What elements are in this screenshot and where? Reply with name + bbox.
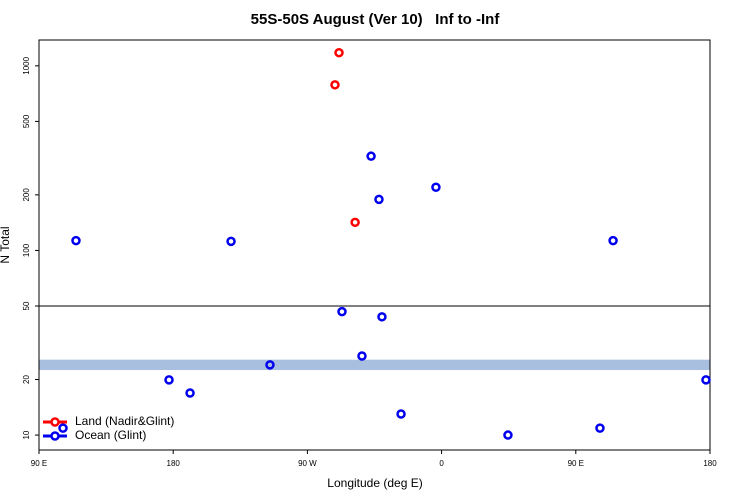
point [357, 351, 367, 361]
chart-title: 55S-50S August (Ver 10) Inf to -Inf [251, 11, 501, 28]
point [396, 409, 406, 419]
y-tick-label: 10 [22, 430, 31, 439]
point [337, 306, 347, 317]
point [701, 375, 711, 385]
legend-marker [50, 417, 60, 427]
y-tick-label: 1000 [22, 56, 31, 74]
point [185, 388, 195, 398]
x-tick-label: 90 W [298, 459, 317, 468]
point [608, 235, 618, 246]
y-tick-label: 500 [22, 114, 31, 128]
y-tick-label: 100 [22, 243, 31, 257]
x-tick-label: 180 [167, 459, 181, 468]
point [431, 182, 441, 192]
x-tick-label: 0 [439, 459, 444, 468]
point [265, 360, 275, 370]
point [366, 151, 376, 161]
point [58, 423, 68, 433]
point [503, 430, 513, 440]
y-tick-label: 200 [22, 188, 31, 202]
point [164, 375, 174, 385]
point [330, 80, 340, 90]
legend-marker [50, 431, 60, 441]
point [595, 423, 605, 433]
point [334, 47, 344, 58]
point [350, 217, 360, 228]
point [226, 236, 236, 247]
x-axis-label: Longitude (deg E) [327, 476, 422, 490]
x-tick-label: 180 [703, 459, 717, 468]
y-tick-label: 50 [22, 301, 31, 310]
point [374, 194, 384, 205]
point [71, 235, 81, 246]
legend-label: Land (Nadir&Glint) [75, 414, 174, 428]
y-tick-label: 20 [22, 374, 31, 383]
y-axis-label: N Total [0, 226, 12, 263]
x-tick-label: 90 E [568, 459, 584, 468]
band [39, 359, 710, 371]
x-tick-label: 90 E [31, 459, 47, 468]
plot-frame [38, 39, 711, 451]
legend-label: Ocean (Glint) [75, 428, 146, 442]
point [377, 312, 387, 322]
